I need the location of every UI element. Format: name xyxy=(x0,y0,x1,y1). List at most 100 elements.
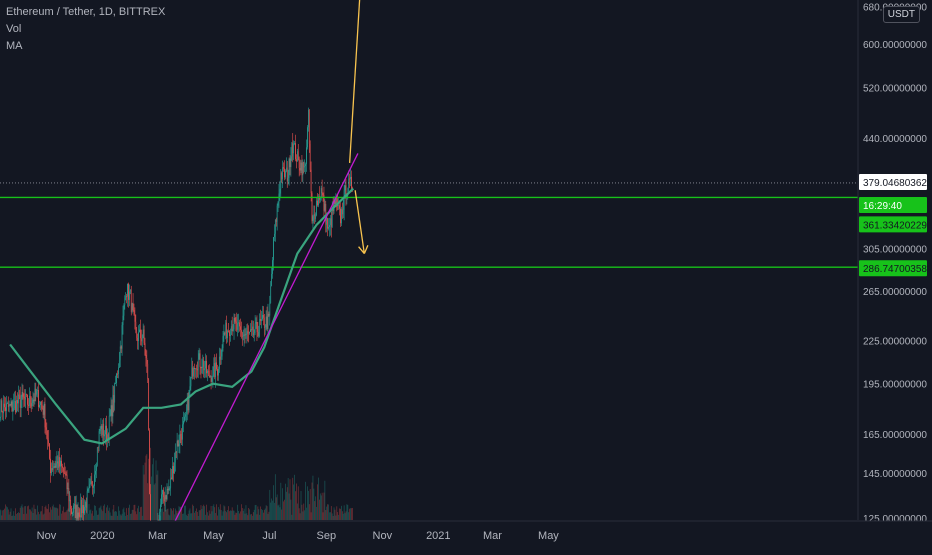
candle-body xyxy=(91,481,92,482)
candle-body xyxy=(268,314,269,329)
candle-body xyxy=(14,401,15,402)
volume-bar xyxy=(154,485,155,520)
volume-indicator-label[interactable]: Vol xyxy=(6,21,165,38)
last-price-badge: 379.04680362 xyxy=(859,174,927,190)
candle-body xyxy=(57,461,58,463)
volume-bar xyxy=(145,463,146,520)
volume-bar xyxy=(315,496,316,520)
volume-bar xyxy=(108,511,109,520)
volume-bar xyxy=(7,507,8,520)
volume-bar xyxy=(321,495,322,520)
volume-bar xyxy=(51,510,52,520)
candle-body xyxy=(66,474,67,475)
volume-bar xyxy=(227,510,228,520)
candle-body xyxy=(123,316,124,325)
ma-indicator-label[interactable]: MA xyxy=(6,38,165,55)
candle-body xyxy=(132,303,133,312)
candle-body xyxy=(291,143,292,156)
candle-body xyxy=(294,143,295,144)
candle-body xyxy=(203,360,204,370)
volume-bar xyxy=(258,506,259,520)
candle-body xyxy=(321,188,322,198)
volume-bar xyxy=(190,508,191,520)
candle-body xyxy=(147,364,148,379)
candle-body xyxy=(195,368,196,369)
candle-body xyxy=(20,396,21,408)
volume-bar xyxy=(104,504,105,520)
candle-body xyxy=(86,502,87,508)
volume-bar xyxy=(278,506,279,520)
candle-body xyxy=(103,424,104,436)
volume-bar xyxy=(18,512,19,520)
candle-body xyxy=(96,465,97,470)
candle-body xyxy=(295,143,296,159)
candle-body xyxy=(202,360,203,366)
volume-bar xyxy=(136,514,137,520)
volume-bar xyxy=(255,505,256,520)
candle-body xyxy=(63,468,64,472)
candle-body xyxy=(21,400,22,408)
candle-body xyxy=(223,336,224,348)
volume-bar xyxy=(302,505,303,520)
volume-bar xyxy=(128,508,129,520)
candle-body xyxy=(31,404,32,406)
volume-bar xyxy=(19,513,20,520)
support-level-2-badge: 286.74700358 xyxy=(859,260,927,276)
candle-body xyxy=(335,201,336,204)
volume-bar xyxy=(119,511,120,520)
volume-bar xyxy=(155,483,156,520)
candle-body xyxy=(92,482,93,488)
volume-bar xyxy=(302,511,303,520)
candle-body xyxy=(302,162,303,175)
candle-body xyxy=(273,237,274,260)
volume-bar xyxy=(147,483,148,520)
candle-body xyxy=(241,330,242,333)
candle-body xyxy=(325,204,326,211)
symbol-title[interactable]: Ethereum / Tether, 1D, BITTREX xyxy=(6,4,165,21)
candle-body xyxy=(221,356,222,359)
volume-bar xyxy=(183,514,184,520)
candle-body xyxy=(349,179,350,180)
volume-bar xyxy=(185,506,186,520)
candle-body xyxy=(113,395,114,403)
candle-body xyxy=(40,402,41,405)
currency-badge[interactable]: USDT xyxy=(883,6,920,23)
candle-body xyxy=(240,326,241,330)
candle-body xyxy=(326,218,327,224)
volume-bar xyxy=(333,516,334,520)
candle-body xyxy=(78,513,79,519)
volume-bar xyxy=(282,488,283,520)
volume-bar xyxy=(96,510,97,520)
candle-body xyxy=(47,438,48,440)
candle-body xyxy=(145,343,146,355)
candle-body xyxy=(331,218,332,227)
candle-body xyxy=(167,489,168,499)
volume-bar xyxy=(68,509,69,520)
candle-body xyxy=(48,440,49,443)
candle-body xyxy=(169,488,170,489)
volume-bar xyxy=(50,507,51,520)
candle-body xyxy=(99,431,100,447)
chart-legend: Ethereum / Tether, 1D, BITTREX Vol MA xyxy=(6,4,165,55)
candle-body xyxy=(45,404,46,427)
volume-bar xyxy=(244,509,245,520)
candle-body xyxy=(54,466,55,468)
candle-body xyxy=(73,506,74,513)
volume-bar xyxy=(30,510,31,520)
volume-bar xyxy=(259,515,260,520)
candle-body xyxy=(323,193,324,195)
volume-bar xyxy=(187,516,188,520)
candle-body xyxy=(102,426,103,435)
volume-bar xyxy=(330,512,331,520)
candle-body xyxy=(35,389,36,401)
volume-bar xyxy=(313,476,314,520)
candle-body xyxy=(19,395,20,396)
candle-body xyxy=(76,505,77,518)
candle-body xyxy=(207,371,208,373)
volume-bar xyxy=(21,506,22,520)
volume-bar xyxy=(48,504,49,520)
candle-body xyxy=(345,185,346,190)
volume-bar xyxy=(74,509,75,520)
